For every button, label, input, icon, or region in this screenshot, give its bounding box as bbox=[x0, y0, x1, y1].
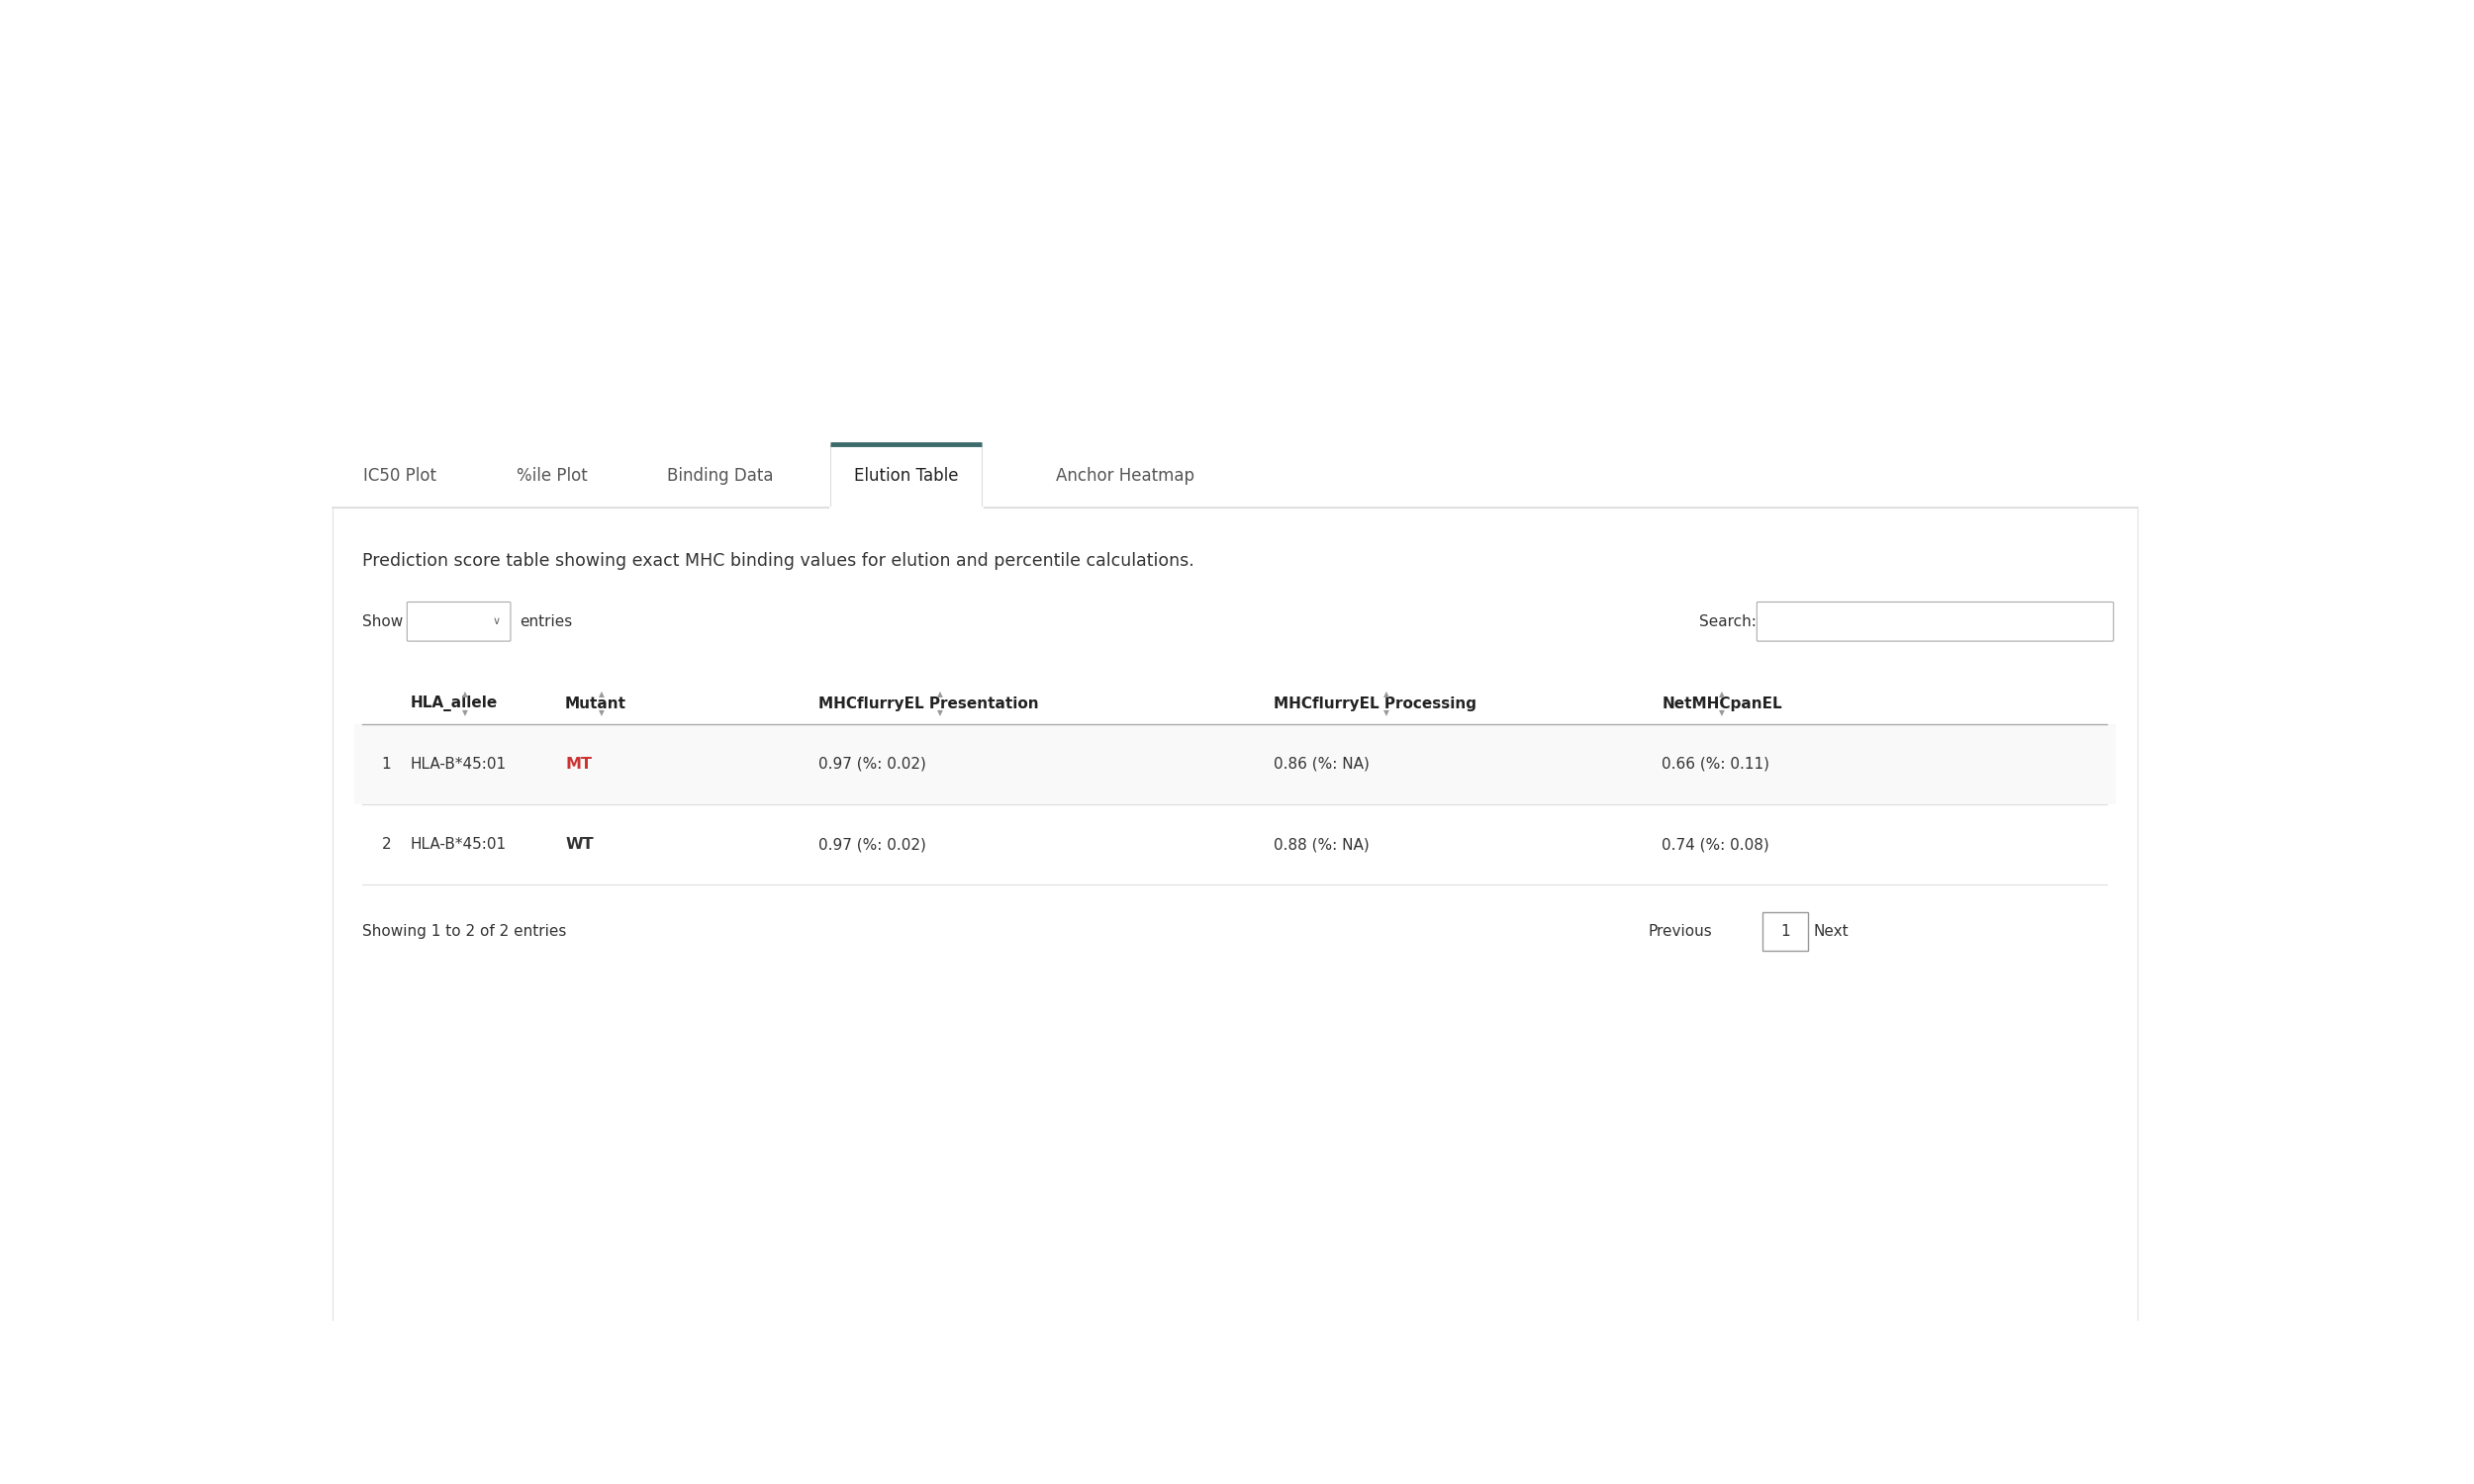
Text: WT: WT bbox=[564, 837, 594, 852]
Text: Search:: Search: bbox=[1700, 614, 1757, 629]
Text: Next: Next bbox=[1813, 925, 1848, 939]
Text: HLA-B*45:01: HLA-B*45:01 bbox=[411, 757, 507, 772]
Text: ▼: ▼ bbox=[599, 709, 604, 718]
Text: 0.66 (%: 0.11): 0.66 (%: 0.11) bbox=[1663, 757, 1769, 772]
Text: ▼: ▼ bbox=[938, 709, 943, 718]
FancyBboxPatch shape bbox=[332, 508, 2138, 1445]
Text: Show: Show bbox=[364, 614, 403, 629]
Text: 2: 2 bbox=[381, 837, 391, 852]
Text: 1: 1 bbox=[1781, 925, 1789, 939]
Text: 0.74 (%: 0.08): 0.74 (%: 0.08) bbox=[1663, 837, 1769, 852]
Text: IC50 Plot: IC50 Plot bbox=[364, 467, 435, 485]
Text: ∨: ∨ bbox=[492, 617, 500, 626]
Text: HLA-B*45:01: HLA-B*45:01 bbox=[411, 837, 507, 852]
Text: NetMHCpanEL: NetMHCpanEL bbox=[1663, 696, 1781, 711]
Text: ▼: ▼ bbox=[463, 709, 468, 718]
Text: HLA_allele: HLA_allele bbox=[411, 696, 497, 712]
Text: 1: 1 bbox=[381, 757, 391, 772]
FancyBboxPatch shape bbox=[354, 724, 2115, 804]
Text: %ile Plot: %ile Plot bbox=[517, 467, 586, 485]
Text: Elution Table: Elution Table bbox=[854, 467, 957, 485]
Text: 0.97 (%: 0.02): 0.97 (%: 0.02) bbox=[819, 757, 925, 772]
Text: MHCflurryEL Presentation: MHCflurryEL Presentation bbox=[819, 696, 1039, 711]
Text: Mutant: Mutant bbox=[564, 696, 626, 711]
Text: Prediction score table showing exact MHC binding values for elution and percenti: Prediction score table showing exact MHC… bbox=[364, 552, 1195, 570]
Text: 0.97 (%: 0.02): 0.97 (%: 0.02) bbox=[819, 837, 925, 852]
FancyBboxPatch shape bbox=[1757, 603, 2113, 641]
Text: ▲: ▲ bbox=[599, 690, 604, 699]
Text: Anchor Heatmap: Anchor Heatmap bbox=[1056, 467, 1195, 485]
Text: 0.86 (%: NA): 0.86 (%: NA) bbox=[1274, 757, 1371, 772]
FancyBboxPatch shape bbox=[354, 804, 2115, 884]
Text: ▲: ▲ bbox=[463, 690, 468, 699]
Text: Previous: Previous bbox=[1648, 925, 1712, 939]
FancyBboxPatch shape bbox=[829, 444, 982, 508]
Text: entries: entries bbox=[520, 614, 571, 629]
FancyBboxPatch shape bbox=[408, 603, 510, 641]
FancyBboxPatch shape bbox=[1761, 913, 1808, 951]
Text: 0.88 (%: NA): 0.88 (%: NA) bbox=[1274, 837, 1371, 852]
Text: Binding Data: Binding Data bbox=[668, 467, 774, 485]
Text: ▲: ▲ bbox=[1719, 690, 1724, 699]
Text: Showing 1 to 2 of 2 entries: Showing 1 to 2 of 2 entries bbox=[364, 925, 567, 939]
Text: ▲: ▲ bbox=[938, 690, 943, 699]
Text: ▼: ▼ bbox=[1383, 709, 1388, 718]
Text: MHCflurryEL Processing: MHCflurryEL Processing bbox=[1274, 696, 1477, 711]
Text: ▲: ▲ bbox=[1383, 690, 1388, 699]
Text: MT: MT bbox=[564, 757, 591, 772]
Text: ▼: ▼ bbox=[1719, 709, 1724, 718]
